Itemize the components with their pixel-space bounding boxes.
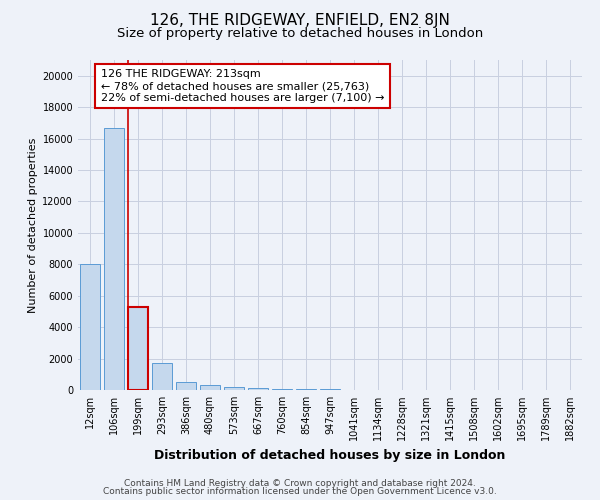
- Bar: [272, 388, 292, 390]
- Bar: [128, 306, 148, 390]
- Y-axis label: Number of detached properties: Number of detached properties: [28, 138, 38, 312]
- Text: 126 THE RIDGEWAY: 213sqm
← 78% of detached houses are smaller (25,763)
22% of se: 126 THE RIDGEWAY: 213sqm ← 78% of detach…: [101, 70, 385, 102]
- Bar: [248, 388, 268, 390]
- Text: Contains public sector information licensed under the Open Government Licence v3: Contains public sector information licen…: [103, 487, 497, 496]
- Bar: [296, 389, 316, 390]
- X-axis label: Distribution of detached houses by size in London: Distribution of detached houses by size …: [154, 448, 506, 462]
- Bar: [80, 264, 100, 390]
- Text: Contains HM Land Registry data © Crown copyright and database right 2024.: Contains HM Land Registry data © Crown c…: [124, 478, 476, 488]
- Bar: [128, 306, 148, 390]
- Bar: [152, 364, 172, 390]
- Bar: [224, 387, 244, 390]
- Bar: [176, 382, 196, 390]
- Bar: [200, 386, 220, 390]
- Bar: [104, 128, 124, 390]
- Text: 126, THE RIDGEWAY, ENFIELD, EN2 8JN: 126, THE RIDGEWAY, ENFIELD, EN2 8JN: [150, 12, 450, 28]
- Text: Size of property relative to detached houses in London: Size of property relative to detached ho…: [117, 28, 483, 40]
